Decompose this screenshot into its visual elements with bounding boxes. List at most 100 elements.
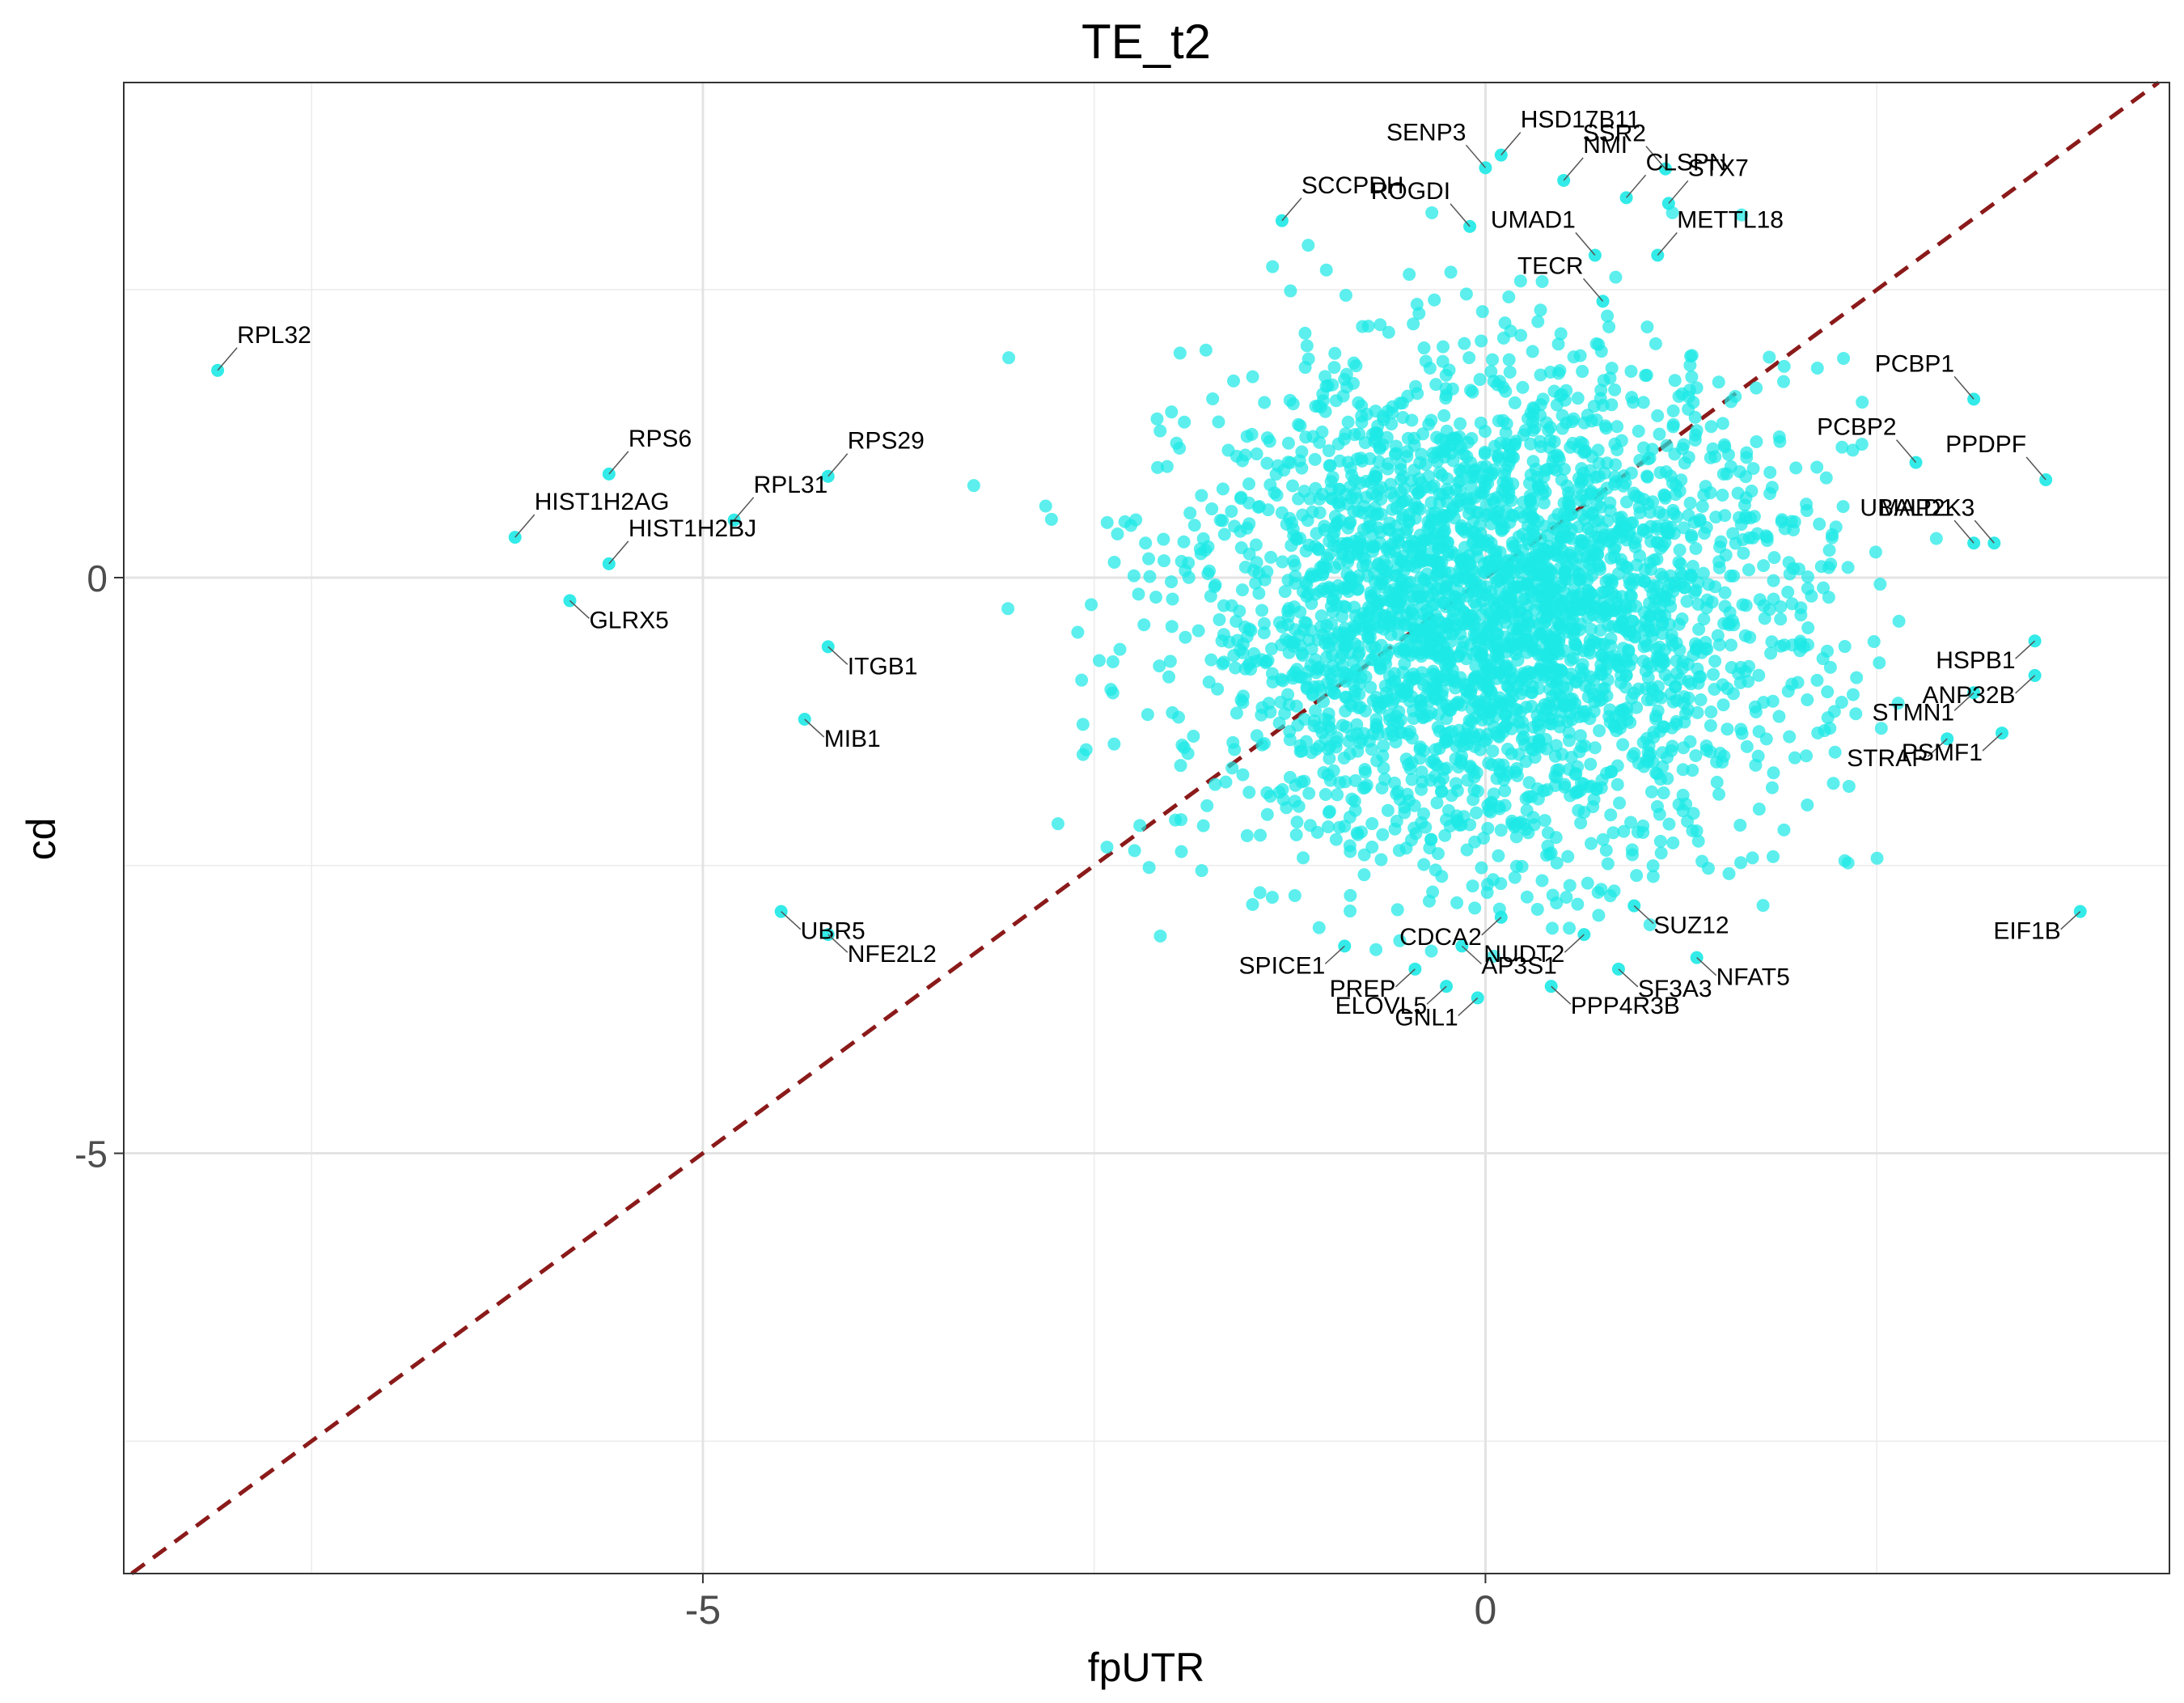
data-point: [1432, 708, 1445, 722]
data-point: [1382, 325, 1395, 339]
data-point: [1523, 505, 1537, 519]
data-point: [1258, 573, 1272, 587]
data-point: [1474, 534, 1488, 548]
data-point: [1788, 751, 1801, 765]
data-point: [1542, 629, 1555, 643]
data-point: [1348, 608, 1362, 622]
data-point: [1530, 902, 1544, 916]
data-point: [1678, 456, 1691, 470]
data-point: [1706, 442, 1720, 455]
data-point: [1454, 645, 1468, 659]
data-point: [1482, 803, 1496, 817]
data-point: [1869, 545, 1882, 559]
label-leader-line: [569, 599, 590, 619]
data-point: [1520, 890, 1534, 904]
data-point: [1358, 765, 1372, 779]
data-point: [1639, 615, 1653, 629]
data-point: [1278, 585, 1292, 599]
data-point: [1595, 586, 1609, 599]
data-point: [1610, 777, 1624, 791]
data-point: [1602, 573, 1616, 587]
data-point: [1685, 531, 1699, 544]
data-point: [1673, 543, 1687, 557]
point-label: MAP2K3: [1879, 494, 1974, 521]
data-point: [1404, 833, 1418, 847]
data-point: [1800, 749, 1814, 763]
data-point: [1250, 556, 1263, 570]
data-point: [1745, 484, 1759, 498]
data-point: [1455, 523, 1469, 536]
data-point: [1217, 527, 1231, 541]
data-point: [1626, 516, 1640, 530]
data-point: [1672, 555, 1686, 569]
data-point: [1564, 523, 1578, 536]
data-point: [1492, 451, 1505, 464]
data-point: [1266, 676, 1280, 689]
data-point: [1216, 482, 1230, 496]
data-point: [1475, 334, 1488, 348]
data-point: [1351, 545, 1365, 559]
data-point: [1286, 639, 1300, 653]
data-point: [1682, 658, 1695, 671]
data-point: [1550, 676, 1564, 689]
data-point: [1240, 828, 1254, 842]
data-point: [1473, 373, 1487, 387]
data-point: [1636, 441, 1650, 455]
data-point: [1324, 667, 1338, 681]
data-point: [1543, 847, 1556, 861]
data-point: [1767, 551, 1781, 565]
data-point: [1409, 379, 1423, 393]
data-point: [1801, 621, 1815, 635]
data-point: [1794, 608, 1808, 622]
label-leader-line: [1575, 231, 1596, 256]
data-point: [1589, 636, 1603, 650]
data-point: [1488, 642, 1502, 656]
data-point: [1387, 674, 1401, 688]
data-point: [1550, 448, 1564, 462]
data-point: [1760, 534, 1774, 548]
point-label: PREP: [1330, 976, 1396, 1002]
data-point: [1846, 443, 1860, 457]
data-point: [1441, 656, 1455, 670]
data-point: [1639, 664, 1653, 678]
data-point: [1801, 570, 1814, 583]
data-point: [1756, 899, 1770, 913]
data-point: [1470, 598, 1484, 612]
data-point: [1322, 444, 1335, 458]
data-point: [1368, 434, 1382, 448]
data-point: [1435, 468, 1449, 482]
data-point: [1281, 436, 1295, 450]
data-point: [1505, 494, 1518, 507]
data-point: [1454, 756, 1468, 770]
data-point: [1302, 633, 1316, 647]
data-point: [1750, 434, 1763, 448]
data-point: [1502, 353, 1516, 366]
data-point: [967, 479, 980, 493]
data-point: [1683, 496, 1697, 510]
data-point: [1492, 375, 1506, 388]
label-leader-line: [1625, 174, 1647, 198]
data-point: [1445, 789, 1458, 803]
data-point: [1555, 617, 1569, 631]
data-point: [1415, 447, 1428, 461]
data-point: [1581, 505, 1595, 519]
data-point: [1584, 587, 1598, 600]
x-tick-label: 0: [1475, 1587, 1497, 1633]
data-point: [1412, 307, 1426, 320]
data-point: [1419, 354, 1433, 368]
data-point: [1522, 776, 1536, 790]
data-point: [1746, 851, 1759, 865]
data-point: [1175, 845, 1188, 858]
data-point: [1758, 612, 1771, 625]
data-point: [1225, 505, 1238, 519]
data-point: [1276, 555, 1289, 569]
data-point: [1217, 599, 1230, 612]
point-label: RPS6: [629, 426, 692, 452]
data-point: [1550, 398, 1564, 412]
data-point: [1605, 765, 1619, 778]
data-point: [1421, 590, 1435, 604]
data-point: [1426, 885, 1440, 899]
data-point: [1650, 519, 1664, 533]
data-point: [1360, 474, 1373, 488]
data-point: [1781, 585, 1795, 599]
